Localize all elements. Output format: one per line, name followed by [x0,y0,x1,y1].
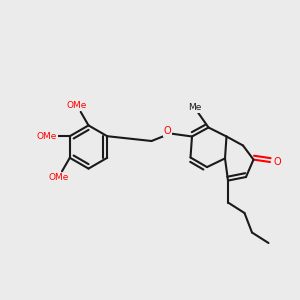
Text: OMe: OMe [37,132,57,141]
Text: O: O [164,126,171,136]
Text: Me: Me [188,103,202,112]
Text: O: O [274,157,281,167]
Text: OMe: OMe [48,173,68,182]
Text: OMe: OMe [67,101,87,110]
